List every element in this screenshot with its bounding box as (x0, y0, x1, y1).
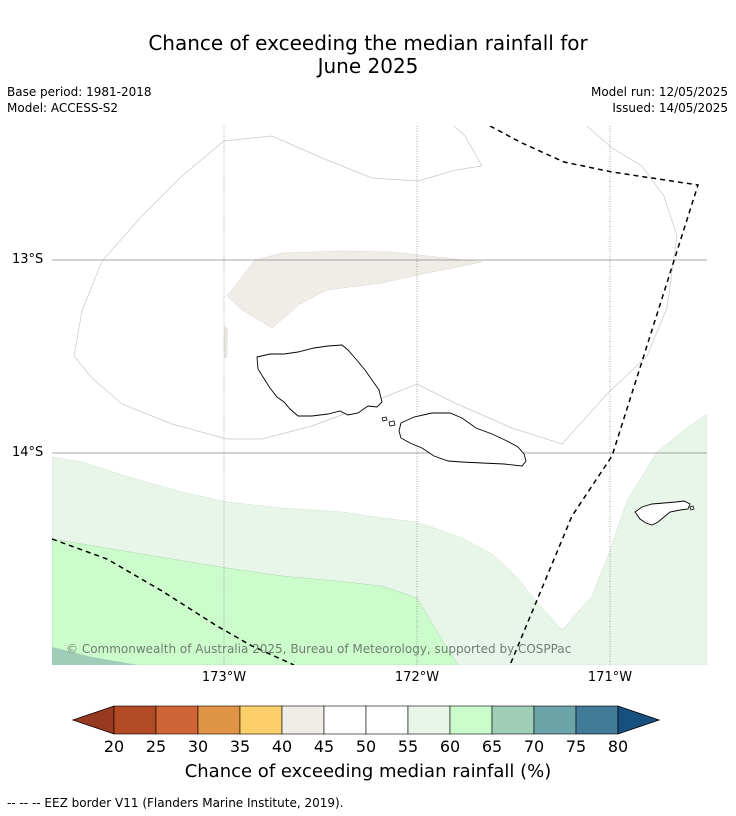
colorbar-segment (239, 705, 283, 735)
eez-legend: -- -- -- EEZ border V11 (Flanders Marine… (7, 796, 344, 810)
colorbar-tick-label: 80 (607, 737, 629, 756)
colorbar-segment (197, 705, 241, 735)
issued-date: Issued: 14/05/2025 (612, 101, 728, 115)
lon-label-171w: 171°W (587, 670, 633, 685)
model-name: Model: ACCESS-S2 (7, 101, 119, 115)
eez-border (52, 538, 295, 665)
aunuu-island (689, 505, 695, 511)
lon-label-173w: 173°W (201, 670, 247, 685)
contour-line (223, 126, 483, 182)
colorbar-segment (449, 705, 493, 735)
upolu-island (398, 412, 527, 467)
graticule (52, 126, 707, 665)
colorbar-tick-label: 45 (313, 737, 335, 756)
model-run: Model run: 12/05/2025 (590, 85, 728, 99)
colorbar-tick-label: 75 (565, 737, 587, 756)
lon-label-172w: 172°W (394, 670, 440, 685)
colorbar-segment (575, 705, 619, 735)
copyright-notice: © Commonwealth of Australia 2025, Bureau… (66, 642, 572, 656)
colorbar-tick-label: 60 (439, 737, 461, 756)
colorbar-segment (323, 705, 367, 735)
colorbar-extend-low (71, 705, 115, 735)
colorbar-segment (407, 705, 451, 735)
colorbar-tick-label: 55 (397, 737, 419, 756)
savaii-island (256, 344, 383, 417)
colorbar-tick-label: 50 (355, 737, 377, 756)
colorbar (71, 705, 661, 735)
meta-right: Model run: 12/05/2025 Issued: 14/05/2025 (591, 84, 728, 116)
lat-label-13s: 13°S (12, 252, 44, 267)
colorbar-extend-high (617, 705, 661, 735)
apolima-island (381, 416, 388, 422)
rain-band-45-50 (226, 250, 483, 329)
manono-island (388, 420, 396, 427)
colorbar-tick-label: 25 (145, 737, 167, 756)
base-period: Base period: 1981-2018 (7, 85, 152, 99)
colorbar-tick-label: 70 (523, 737, 545, 756)
colorbar-tick-label: 40 (271, 737, 293, 756)
colorbar-tick-label: 65 (481, 737, 503, 756)
colorbar-segment (113, 705, 157, 735)
colorbar-segment (155, 705, 199, 735)
map-title-line2: June 2025 (317, 54, 419, 78)
colorbar-segment (491, 705, 535, 735)
colorbar-segment (533, 705, 577, 735)
lat-label-14s: 14°S (12, 445, 44, 460)
rain-band-60-65 (52, 538, 459, 665)
colorbar-label: Chance of exceeding median rainfall (%) (184, 761, 552, 782)
tutuila-island (634, 500, 691, 526)
colorbar-segment (281, 705, 325, 735)
colorbar-tick-label: 30 (187, 737, 209, 756)
colorbar-tick-label: 35 (229, 737, 251, 756)
rain-band-45-50-fragment (224, 326, 228, 358)
meta-left: Base period: 1981-2018 Model: ACCESS-S2 (7, 84, 152, 116)
eez-border (489, 126, 699, 665)
rain-band-65-70 (52, 647, 138, 665)
colorbar-segment (365, 705, 409, 735)
map-title-line1: Chance of exceeding the median rainfall … (148, 31, 588, 55)
map-plot (52, 126, 707, 665)
colorbar-tick-label: 20 (103, 737, 125, 756)
